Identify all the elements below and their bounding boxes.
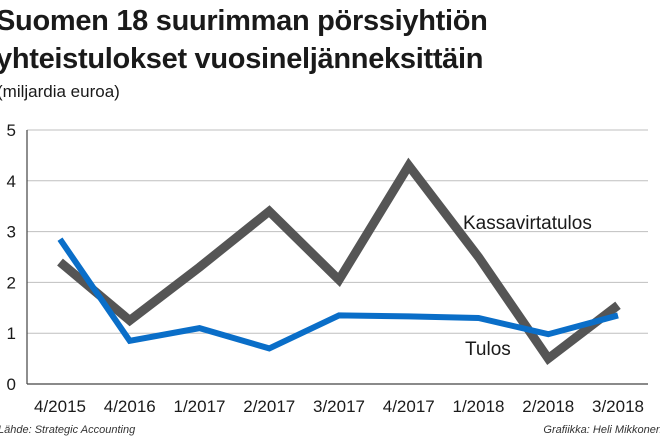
x-tick-label: 3/2018 [592, 397, 644, 416]
y-tick-label: 1 [7, 324, 16, 343]
chart-title-line-1: Suomen 18 suurimman pörssiyhtiön [0, 5, 488, 37]
x-tick-label: 1/2017 [174, 397, 226, 416]
x-tick-label: 2/2018 [522, 397, 574, 416]
y-axis-ticks: 0 1 2 3 4 5 [7, 121, 16, 394]
series-label-tulos: Tulos [465, 339, 511, 360]
y-tick-label: 4 [7, 172, 16, 191]
x-tick-label: 3/2017 [313, 397, 365, 416]
chart-title-line-2: yhteistulokset vuosineljänneksittäin [0, 43, 484, 75]
series-line-kassavirtatulos [57, 157, 621, 366]
x-tick-label: 1/2018 [453, 397, 505, 416]
series-line-tulos [57, 237, 619, 352]
x-tick-label: 2/2017 [243, 397, 295, 416]
x-axis-ticks: 4/2015 4/2016 1/2017 2/2017 3/2017 4/2017 1/20… [34, 397, 644, 416]
chart-title: Suomen 18 suurimman pörssiyhtiön yhteist… [0, 2, 488, 78]
series-label-kassavirtatulos: Kassavirtatulos [463, 213, 592, 234]
chart-subtitle: (miljardia euroa) [0, 82, 120, 101]
x-tick-label: 4/2015 [34, 397, 86, 416]
gridlines [26, 129, 648, 385]
x-tick-label: 4/2017 [383, 397, 435, 416]
y-tick-label: 2 [7, 273, 16, 292]
x-tick-label: 4/2016 [104, 397, 156, 416]
source-note: Lähde: Strategic Accounting [0, 424, 136, 436]
series-lines [57, 157, 621, 366]
y-tick-label: 3 [7, 223, 16, 242]
credit-note: Grafiikka: Heli Mikkonen [543, 424, 660, 436]
y-tick-label: 0 [7, 375, 16, 394]
y-tick-label: 5 [7, 121, 16, 140]
